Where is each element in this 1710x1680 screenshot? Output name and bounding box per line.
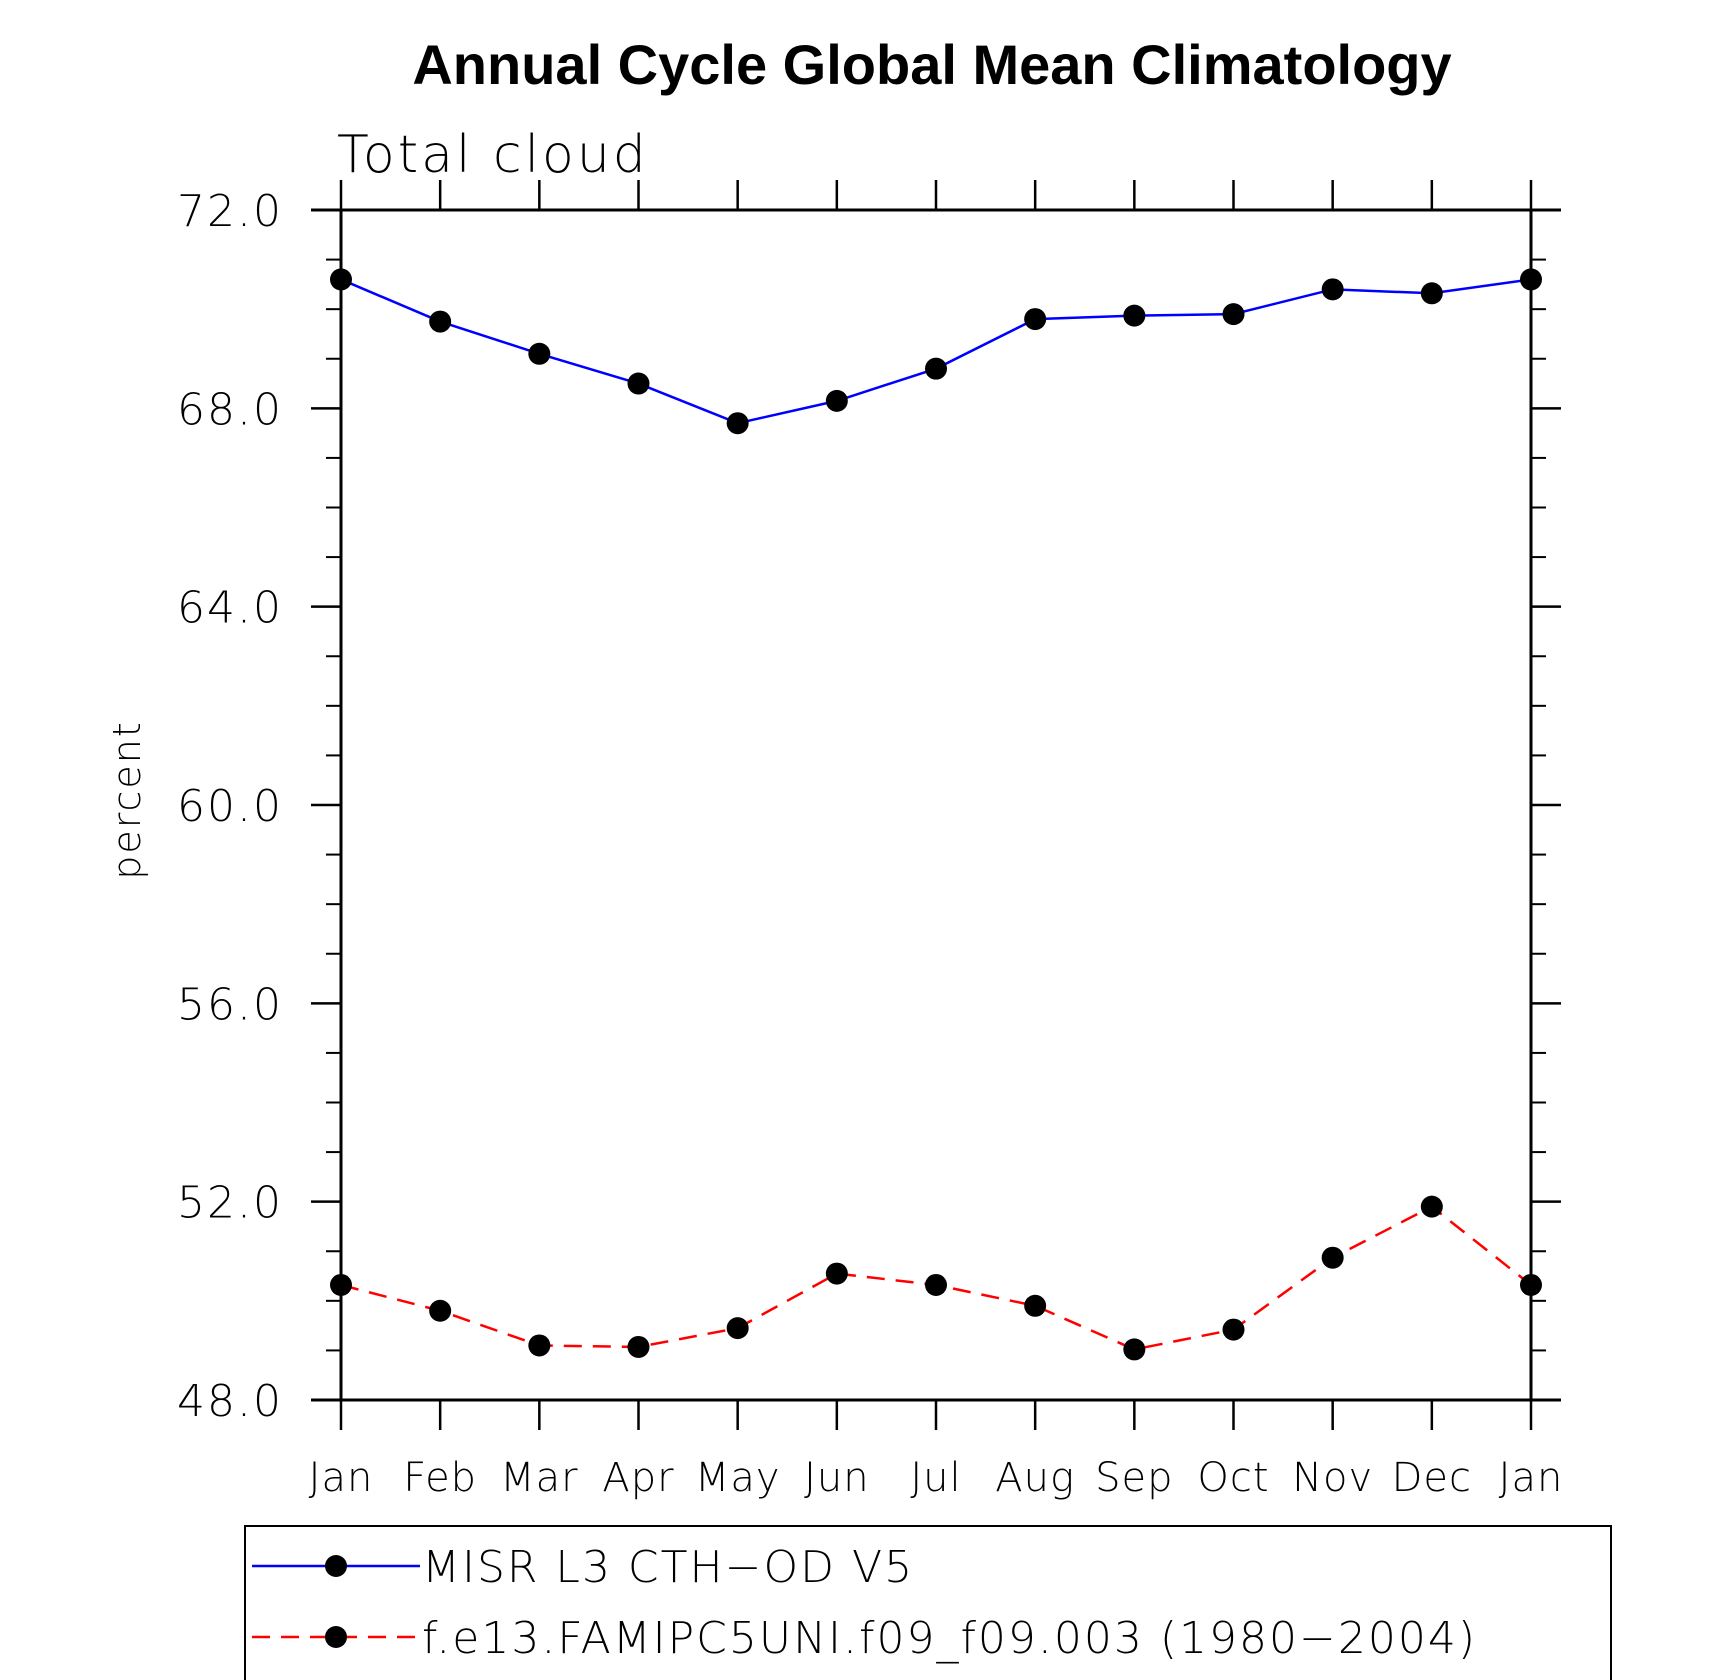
data-point bbox=[1321, 278, 1344, 301]
x-tick-label: Apr bbox=[602, 1455, 674, 1501]
x-tick-label: Sep bbox=[1095, 1455, 1173, 1501]
x-tick-label: Aug bbox=[995, 1455, 1075, 1501]
chart-subtitle: Total cloud bbox=[337, 125, 649, 185]
data-point bbox=[1520, 268, 1542, 291]
y-tick-label: 52.0 bbox=[177, 1178, 283, 1229]
data-point bbox=[627, 372, 650, 395]
data-point bbox=[825, 1262, 848, 1285]
data-point bbox=[1024, 308, 1047, 331]
x-tick-label: Jun bbox=[804, 1455, 870, 1501]
data-point bbox=[330, 268, 352, 291]
data-point bbox=[627, 1335, 650, 1358]
data-point bbox=[726, 412, 749, 435]
data-point bbox=[528, 1334, 551, 1357]
y-tick-label: 48.0 bbox=[177, 1376, 283, 1427]
y-axis-label: percent bbox=[105, 720, 149, 880]
x-tick-label: Oct bbox=[1197, 1455, 1269, 1501]
data-point bbox=[925, 357, 947, 380]
data-point bbox=[1420, 282, 1443, 305]
x-tick-label: Dec bbox=[1392, 1455, 1472, 1501]
series-line-0 bbox=[340, 278, 1532, 425]
legend-marker-misr bbox=[325, 1555, 347, 1577]
legend-entry-misr: MISR L3 CTH−OD V5 bbox=[252, 1542, 914, 1593]
y-tick-label: 64.0 bbox=[177, 583, 283, 634]
data-point bbox=[429, 1299, 452, 1322]
legend-entry-model: f.e13.FAMIPC5UNI.f09_f09.003 (1980−2004) bbox=[252, 1613, 1477, 1664]
data-point bbox=[1520, 1273, 1542, 1296]
x-tick-label: Jul bbox=[910, 1455, 961, 1501]
x-tick-label: May bbox=[695, 1455, 781, 1501]
data-point bbox=[429, 310, 452, 333]
x-tick-label: Nov bbox=[1292, 1455, 1373, 1501]
legend-label-model: f.e13.FAMIPC5UNI.f09_f09.003 (1980−2004) bbox=[422, 1613, 1477, 1664]
y-tick-label: 72.0 bbox=[177, 186, 283, 237]
legend-marker-model bbox=[325, 1626, 347, 1648]
y-tick-label: 68.0 bbox=[177, 384, 283, 435]
y-tick-label: 60.0 bbox=[177, 781, 283, 832]
chart-title: Annual Cycle Global Mean Climatology bbox=[412, 33, 1451, 96]
data-point bbox=[1321, 1246, 1344, 1269]
data-point bbox=[1123, 304, 1146, 327]
legend-box bbox=[244, 1525, 1612, 1680]
x-tick-label: Jan bbox=[1499, 1455, 1564, 1501]
data-point bbox=[330, 1273, 352, 1296]
x-tick-label: Mar bbox=[500, 1455, 578, 1501]
data-point bbox=[726, 1317, 749, 1340]
data-point bbox=[1123, 1338, 1146, 1361]
data-point bbox=[1024, 1294, 1047, 1317]
legend-label-misr: MISR L3 CTH−OD V5 bbox=[422, 1542, 914, 1593]
plot-axes: 48.0 52.0 56.0 60.0 64.0 68.0 72.0 Jan Feb Mar Apr… bbox=[177, 180, 1564, 1501]
data-point bbox=[1420, 1195, 1443, 1218]
data-point bbox=[1222, 1318, 1245, 1341]
y-tick-label: 56.0 bbox=[177, 979, 283, 1030]
x-tick-label: Jan bbox=[309, 1455, 374, 1501]
x-tick-label: Feb bbox=[403, 1455, 477, 1501]
series-layer bbox=[330, 268, 1542, 1361]
data-point bbox=[1222, 303, 1245, 326]
data-point bbox=[528, 342, 551, 365]
data-point bbox=[825, 389, 848, 412]
data-point bbox=[925, 1273, 947, 1296]
